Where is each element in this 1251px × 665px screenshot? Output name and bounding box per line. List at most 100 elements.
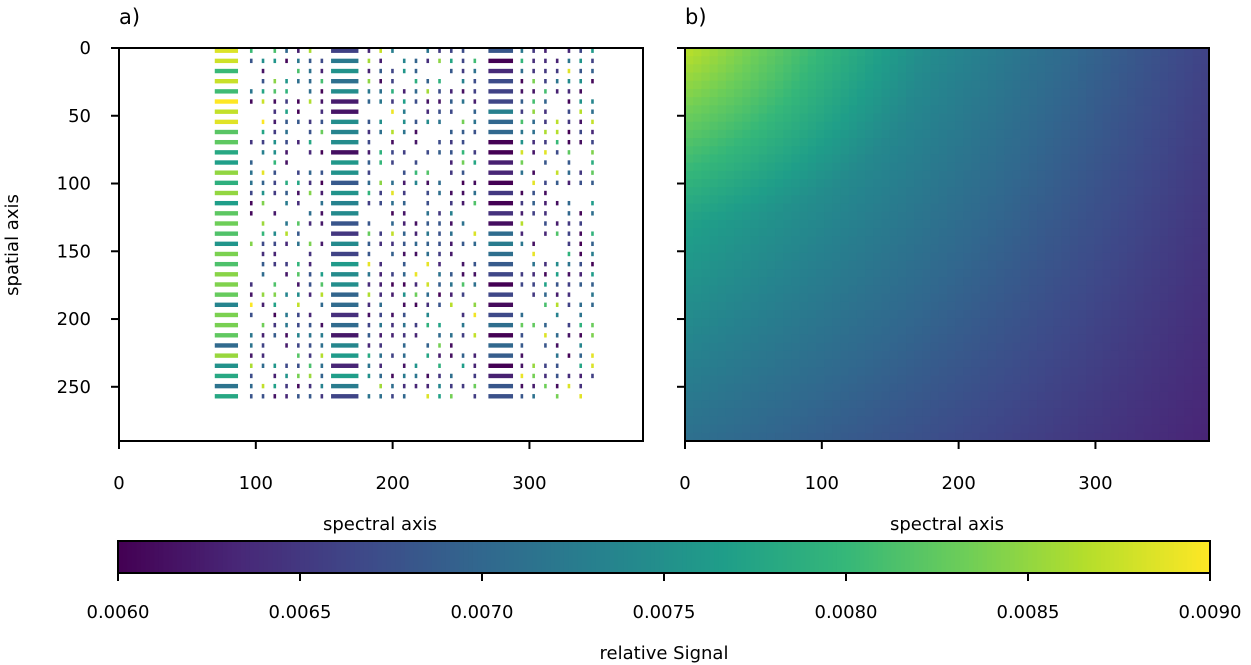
colorbar-segment	[1014, 541, 1020, 573]
heatmap-cell	[783, 252, 793, 262]
heatmap-cell	[693, 203, 702, 213]
pixel-mark	[473, 353, 477, 358]
heatmap-cell	[963, 48, 973, 57]
heatmap-cell	[1118, 301, 1128, 311]
heatmap-cell	[930, 170, 940, 180]
heatmap-cell	[856, 88, 866, 98]
heatmap-cell	[906, 146, 915, 156]
heatmap-cell	[1127, 310, 1136, 319]
heatmap-cell	[824, 375, 833, 385]
heatmap-cell	[865, 195, 874, 205]
heatmap-cell	[1028, 367, 1038, 377]
heatmap-cell	[881, 228, 891, 237]
heatmap-cell	[1110, 301, 1120, 311]
heatmap-cell	[865, 179, 874, 188]
heatmap-cell	[783, 260, 793, 270]
heatmap-cell	[1086, 121, 1095, 131]
pixel-mark	[520, 68, 524, 74]
heatmap-cell	[1168, 293, 1177, 303]
heatmap-cell	[1045, 350, 1055, 360]
heatmap-cell	[1037, 236, 1046, 246]
pixel-mark	[544, 261, 547, 267]
pixel-mark	[249, 190, 253, 196]
heatmap-cell	[1069, 334, 1079, 344]
pixel-mark	[426, 211, 430, 216]
heatmap-cell	[840, 129, 850, 139]
colorbar-segment	[905, 541, 911, 573]
heatmap-cell	[1012, 400, 1022, 409]
heatmap-cell	[1176, 416, 1186, 426]
heatmap-cell	[1004, 244, 1014, 254]
heatmap-cell	[775, 293, 784, 303]
heatmap-cell	[799, 236, 809, 246]
heatmap-cell	[799, 219, 809, 229]
heatmap-cell	[1037, 400, 1046, 409]
heatmap-cell	[963, 269, 973, 278]
heatmap-cell	[832, 342, 842, 352]
pixel-mark	[214, 58, 239, 64]
heatmap-cell	[914, 170, 924, 180]
heatmap-cell	[1176, 56, 1186, 65]
heatmap-cell	[873, 367, 883, 377]
heatmap-cell	[685, 179, 694, 188]
heatmap-cell	[807, 293, 817, 303]
heatmap-cell	[1028, 56, 1038, 65]
heatmap-cell	[1028, 375, 1038, 385]
pixel-mark	[461, 383, 465, 389]
colorbar-segment	[668, 541, 674, 573]
heatmap-cell	[979, 277, 989, 287]
heatmap-cell	[881, 342, 891, 352]
heatmap-cell	[996, 179, 1005, 188]
heatmap-cell	[914, 64, 924, 74]
heatmap-cell	[1135, 301, 1145, 311]
heatmap-cell	[873, 154, 883, 164]
heatmap-cell	[840, 56, 850, 65]
heatmap-cell	[783, 424, 793, 434]
colorbar-segment	[823, 541, 829, 573]
heatmap-cell	[807, 277, 817, 287]
heatmap-cell	[914, 293, 924, 303]
heatmap-cell	[955, 228, 964, 237]
heatmap-cell	[873, 334, 883, 344]
heatmap-cell	[1004, 408, 1014, 418]
colorbar-segment	[1100, 541, 1106, 573]
colorbar-segment	[236, 541, 242, 573]
heatmap-cell	[1012, 195, 1022, 205]
pixel-mark	[331, 302, 359, 308]
heatmap-cell	[1192, 252, 1202, 262]
heatmap-cell	[1176, 424, 1186, 434]
heatmap-cell	[1127, 342, 1136, 352]
heatmap-cell	[840, 48, 850, 57]
heatmap-cell	[1037, 432, 1046, 441]
heatmap-cell	[775, 334, 784, 344]
pixel-mark	[438, 363, 441, 368]
pixel-mark	[367, 373, 371, 379]
heatmap-cell	[906, 244, 915, 254]
heatmap-cell	[1061, 359, 1071, 368]
heatmap-cell	[963, 179, 973, 188]
heatmap-cell	[1200, 416, 1209, 426]
heatmap-cell	[1192, 424, 1202, 434]
heatmap-cell	[701, 195, 711, 205]
pixel-mark	[273, 160, 277, 165]
heatmap-cell	[873, 203, 883, 213]
heatmap-cell	[889, 350, 899, 360]
heatmap-cell	[1184, 342, 1194, 352]
heatmap-cell	[1127, 56, 1136, 65]
heatmap-cell	[758, 80, 768, 90]
heatmap-cell	[775, 350, 784, 360]
pixel-mark	[273, 292, 277, 297]
heatmap-cell	[1037, 203, 1046, 213]
heatmap-cell	[1135, 228, 1145, 237]
heatmap-cell	[1053, 138, 1063, 147]
heatmap-cell	[1151, 285, 1161, 295]
heatmap-cell	[766, 277, 776, 287]
pixel-mark	[273, 394, 277, 399]
heatmap-cell	[1078, 88, 1087, 98]
heatmap-cell	[1192, 113, 1202, 123]
heatmap-cell	[873, 146, 883, 156]
heatmap-cell	[709, 424, 719, 434]
heatmap-cell	[1086, 326, 1095, 336]
heatmap-cell	[897, 383, 907, 393]
